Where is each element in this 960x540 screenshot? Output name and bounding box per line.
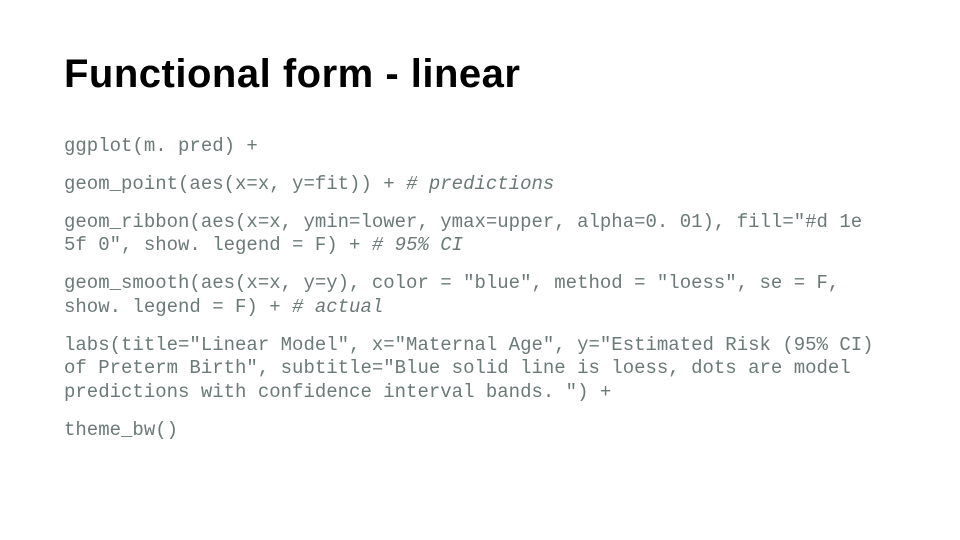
code-comment: # actual bbox=[292, 296, 383, 318]
code-comment: # 95% CI bbox=[372, 234, 463, 256]
code-text: geom_smooth(aes(x=x, y=y), color = "blue… bbox=[64, 272, 839, 318]
slide: Functional form - linear ggplot(m. pred)… bbox=[0, 0, 960, 540]
code-text: ggplot(m. pred) + bbox=[64, 135, 258, 157]
code-text: theme_bw() bbox=[64, 419, 178, 441]
code-text: labs(title="Linear Model", x="Maternal A… bbox=[64, 334, 874, 404]
code-line: ggplot(m. pred) + bbox=[64, 135, 896, 159]
code-text: geom_point(aes(x=x, y=fit)) + bbox=[64, 173, 406, 195]
code-line: geom_point(aes(x=x, y=fit)) + # predicti… bbox=[64, 173, 896, 197]
code-comment: # predictions bbox=[406, 173, 554, 195]
code-line: geom_ribbon(aes(x=x, ymin=lower, ymax=up… bbox=[64, 211, 896, 259]
code-line: labs(title="Linear Model", x="Maternal A… bbox=[64, 334, 896, 405]
code-block: ggplot(m. pred) + geom_point(aes(x=x, y=f… bbox=[64, 135, 896, 443]
code-line: geom_smooth(aes(x=x, y=y), color = "blue… bbox=[64, 272, 896, 320]
slide-title: Functional form - linear bbox=[64, 52, 896, 97]
code-line: theme_bw() bbox=[64, 419, 896, 443]
